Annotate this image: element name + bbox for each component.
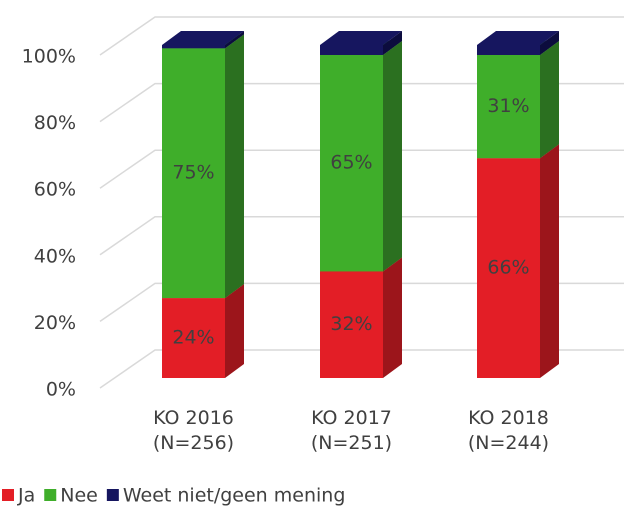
- legend-swatch: [106, 489, 119, 501]
- legend-label: Ja: [17, 485, 35, 507]
- bar-side: [383, 31, 402, 55]
- bar-front: [477, 45, 540, 55]
- bar-side: [540, 40, 559, 159]
- y-tick-label: 80%: [34, 112, 76, 134]
- data-label: 31%: [487, 95, 529, 117]
- bar-top: [320, 31, 402, 45]
- grid-line: [99, 149, 624, 189]
- grid-line: [99, 216, 624, 256]
- bar-front: [320, 271, 383, 378]
- data-label: 66%: [487, 257, 529, 279]
- bar-front: [162, 45, 225, 49]
- bar-front: [320, 45, 383, 55]
- bar-side: [225, 31, 244, 49]
- y-tick-label: 60%: [34, 179, 76, 201]
- data-label: 24%: [172, 327, 214, 349]
- bar-side: [225, 34, 244, 299]
- x-tick-label: KO 2018 (N=244): [468, 407, 549, 454]
- legend-swatch: [44, 489, 57, 501]
- data-label: 75%: [172, 162, 214, 184]
- y-tick-label: 20%: [34, 312, 76, 334]
- legend-swatch: [2, 489, 14, 501]
- bar-front: [162, 298, 225, 378]
- bar-front: [477, 158, 540, 378]
- data-label: 65%: [330, 152, 372, 174]
- bar-side: [383, 257, 402, 378]
- grid-line: [99, 16, 624, 56]
- data-label: 32%: [330, 313, 372, 335]
- bar-top: [477, 31, 559, 45]
- legend-label: Weet niet/geen mening: [123, 485, 346, 507]
- bar-side: [540, 31, 559, 55]
- bar-front: [320, 54, 383, 272]
- bar-side: [383, 40, 402, 272]
- grid-line: [99, 349, 624, 389]
- y-tick-label: 40%: [34, 245, 76, 267]
- y-tick-label: 100%: [22, 46, 76, 68]
- bar-side: [225, 284, 244, 378]
- bar-front: [477, 54, 540, 159]
- bar-front: [162, 48, 225, 299]
- y-tick-label: 0%: [46, 379, 76, 401]
- grid-line: [99, 282, 624, 323]
- x-tick-label: KO 2016 (N=256): [153, 407, 234, 454]
- legend-label: Nee: [60, 485, 98, 507]
- x-tick-label: KO 2017 (N=251): [311, 407, 392, 454]
- bar-top: [162, 31, 244, 45]
- grid-line: [99, 82, 624, 123]
- bar-side: [540, 144, 559, 378]
